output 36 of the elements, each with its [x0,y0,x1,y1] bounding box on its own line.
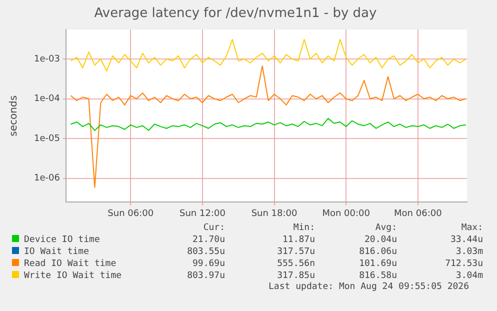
text: 816.58u [358,270,397,282]
text: 20.04u [363,234,397,246]
text: 21.70u [191,234,225,246]
x-tick-label: Sun 06:00 [108,208,154,219]
y-tick-label: 1e-04 [34,94,60,104]
y-tick-label: 1e-06 [34,174,60,184]
y-axis-title: seconds [8,95,20,136]
x-tick-label: Sun 12:00 [180,208,226,219]
text: 803.55u [186,246,225,258]
x-tick-label: Mon 00:00 [322,208,370,219]
legend-label: Write IO Wait time [23,270,123,282]
text: Avg: [374,222,397,234]
legend-label: Device IO time [23,234,101,246]
text: 712.53u [444,258,483,270]
text: 555.56n [276,258,315,270]
text: 3.03m [454,246,483,258]
text: 816.06u [358,246,397,258]
legend-label: Read IO Wait time [23,258,118,270]
text: 33.44u [449,234,483,246]
text: Min: [292,222,315,234]
text: 101.69u [358,258,397,270]
text: Max: [460,222,483,234]
text: 317.85u [276,270,315,282]
y-tick-label: 1e-05 [34,134,60,144]
text: 803.97u [186,270,225,282]
x-tick-label: Sun 18:00 [251,208,298,219]
text: 317.57u [276,246,315,258]
text: Cur: [202,222,225,234]
y-tick-label: 1e-03 [34,54,60,64]
x-tick-label: Mon 06:00 [394,208,442,219]
text: 3.04m [454,270,483,282]
text: 99.69u [191,258,225,270]
text: 11.87u [281,234,315,246]
legend-label: IO Wait time [23,246,90,258]
chart-title: Average latency for /dev/nvme1n1 - by day [94,6,378,22]
text: Last update: Mon Aug 24 09:55:05 2026 [268,282,469,292]
